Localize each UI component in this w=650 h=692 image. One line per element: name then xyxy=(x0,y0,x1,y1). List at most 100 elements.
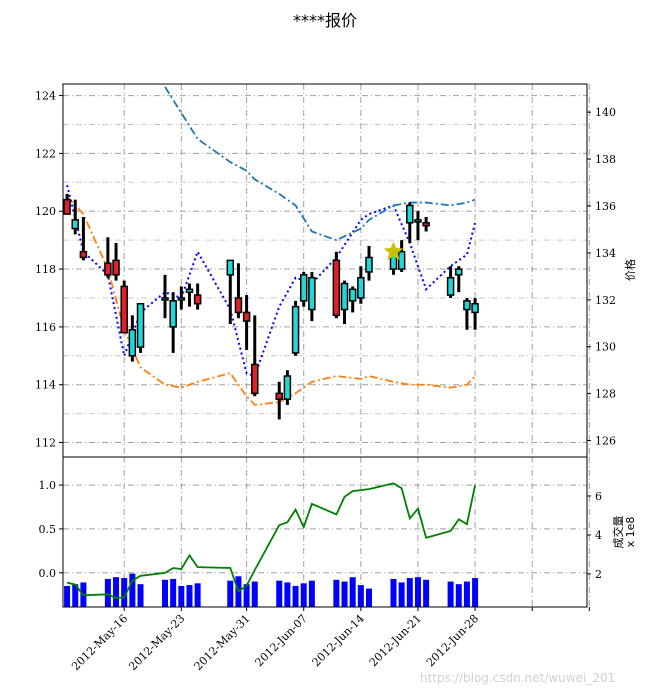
candle-body xyxy=(340,282,349,311)
candle-body xyxy=(283,375,292,400)
volume-bar xyxy=(178,585,185,607)
price-ma-line xyxy=(164,86,476,242)
candle-body xyxy=(332,259,341,317)
price-left-axis: 112 114 116 118 120 122 124 xyxy=(35,90,63,450)
volume-line xyxy=(66,482,476,600)
candle-body xyxy=(242,311,251,322)
volume-left-tick-label: 0.5 xyxy=(39,523,57,536)
price-right-tick-label: 132 xyxy=(595,294,616,307)
volume-bar xyxy=(170,578,177,607)
candle-body xyxy=(161,297,169,301)
volume-bar xyxy=(366,588,372,607)
volume-right-tick-label: 4 xyxy=(595,529,602,542)
candle-body xyxy=(185,288,194,293)
price-ma-lines xyxy=(66,86,477,406)
volume-left-axis: 0.0 0.5 1.0 xyxy=(39,479,63,580)
price-left-tick-label: 112 xyxy=(35,437,56,450)
price-left-tick-label: 120 xyxy=(35,205,56,218)
price-right-tick-label: 140 xyxy=(595,106,616,119)
volume-bar xyxy=(194,583,201,607)
volume-bar xyxy=(357,585,364,607)
volume-bar xyxy=(121,578,128,607)
volume-bar xyxy=(129,573,136,607)
star-marker-shape xyxy=(383,241,404,261)
price-right-axis-label: 价格 xyxy=(623,259,637,281)
x-tick-label: 2012-Jun-07 xyxy=(253,612,310,669)
candle-body xyxy=(308,276,316,311)
candle-body xyxy=(414,219,422,223)
price-right-tick-label: 138 xyxy=(595,153,616,166)
volume-panel: 0.0 0.5 1.0 2 4 6 成交量 x 1e8 xyxy=(39,456,637,608)
price-left-tick-label: 116 xyxy=(35,321,56,334)
volume-bar xyxy=(390,578,397,607)
x-tick-label: 2012-May-23 xyxy=(126,612,187,673)
candle-body xyxy=(193,294,202,305)
price-grid xyxy=(63,84,590,457)
figure-title: ****报价 xyxy=(293,11,357,30)
candle-body xyxy=(112,259,120,276)
volume-bar xyxy=(406,578,413,607)
price-right-tick-label: 126 xyxy=(595,435,616,448)
volume-bar xyxy=(137,584,144,607)
candle-body xyxy=(63,198,71,215)
volume-bar xyxy=(300,583,307,607)
watermark: https://blog.csdn.net/wuwei_201 xyxy=(420,671,615,685)
candle-body xyxy=(446,276,455,296)
volume-bar xyxy=(398,582,405,607)
volume-offset-label: x 1e8 xyxy=(624,517,637,548)
x-tick-label: 2012-Jun-21 xyxy=(367,612,424,669)
candle-body xyxy=(251,363,259,395)
candle-body xyxy=(226,259,235,276)
price-left-tick-label: 114 xyxy=(35,379,56,392)
candle-body xyxy=(357,276,365,299)
volume-left-tick-label: 0.0 xyxy=(39,567,57,580)
price-left-tick-label: 122 xyxy=(35,147,56,160)
volume-bar xyxy=(227,580,234,607)
volume-bar xyxy=(64,585,71,607)
x-tick-label: 2012-May-31 xyxy=(192,612,253,673)
volume-bar xyxy=(308,580,315,607)
volume-bar xyxy=(72,584,79,607)
volume-bar xyxy=(349,577,356,607)
x-tick-label: 2012-May-16 xyxy=(69,612,130,673)
candle-body xyxy=(79,250,88,259)
volume-right-axis-label: 成交量 xyxy=(611,516,625,549)
volume-bar xyxy=(162,579,168,607)
candle-body xyxy=(169,300,177,328)
candle-body xyxy=(455,268,463,276)
candle-body xyxy=(177,297,186,301)
volume-bar xyxy=(292,585,299,607)
candle-body xyxy=(136,303,145,348)
volume-bar xyxy=(447,581,454,607)
star-marker xyxy=(383,241,404,261)
volume-bar xyxy=(423,579,430,607)
volume-trend-line xyxy=(66,482,476,600)
volume-right-tick-label: 2 xyxy=(595,568,602,581)
candle-body xyxy=(471,303,479,314)
candle-body xyxy=(397,250,406,270)
volume-bar xyxy=(284,582,291,607)
candle-body xyxy=(128,329,137,357)
x-tick-label: 2012-Jun-14 xyxy=(310,612,367,669)
volume-bar xyxy=(414,577,421,607)
candle-body xyxy=(275,392,283,400)
volume-right-tick-label: 6 xyxy=(595,490,602,503)
price-left-tick-label: 118 xyxy=(35,263,56,276)
candle-body xyxy=(406,204,414,224)
candle-body xyxy=(348,288,357,302)
volume-bar xyxy=(276,580,283,607)
price-right-tick-label: 130 xyxy=(595,341,616,354)
volume-bar xyxy=(455,584,462,607)
volume-right-axis: 2 4 6 xyxy=(587,490,602,581)
volume-bar xyxy=(104,578,111,607)
volume-bar xyxy=(333,579,340,607)
candle-body xyxy=(71,219,79,230)
candle-body xyxy=(463,300,471,311)
volume-left-tick-label: 1.0 xyxy=(39,479,57,492)
price-ma-line xyxy=(66,184,477,378)
candle-body xyxy=(104,262,112,276)
price-right-tick-label: 136 xyxy=(595,200,616,213)
candle-body xyxy=(422,222,430,227)
volume-bar xyxy=(243,584,250,607)
